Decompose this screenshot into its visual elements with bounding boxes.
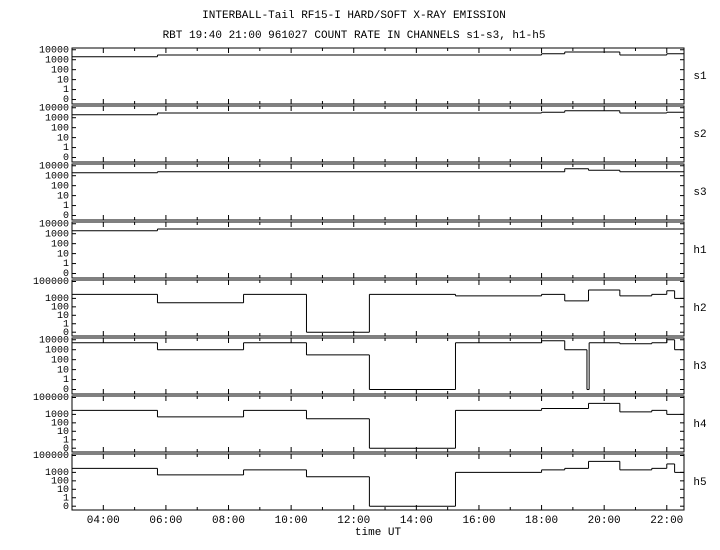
y-tick-label: 10000 xyxy=(39,335,69,346)
y-tick-label: 1 xyxy=(63,201,69,212)
y-tick-label: 0 xyxy=(63,444,69,455)
channel-label: h1 xyxy=(693,245,707,257)
y-tick-label: 100000 xyxy=(33,277,69,288)
panel-frame xyxy=(71,221,685,279)
x-tick-label: 20:00 xyxy=(588,515,621,527)
y-tick-label: 10000 xyxy=(39,219,69,230)
y-tick-label: 1000 xyxy=(45,468,69,479)
y-tick-label: 0 xyxy=(63,269,69,280)
y-tick-label: 0 xyxy=(63,328,69,339)
y-tick-label: 10 xyxy=(57,365,69,376)
y-tick-label: 100 xyxy=(51,123,69,134)
y-tick-label: 1 xyxy=(63,143,69,154)
panel-frame xyxy=(71,47,685,105)
x-tick-label: 12:00 xyxy=(337,515,370,527)
y-tick-label: 1000 xyxy=(45,294,69,305)
y-tick-label: 100 xyxy=(51,476,69,487)
y-tick-label: 100 xyxy=(51,65,69,76)
x-tick-label: 10:00 xyxy=(275,515,308,527)
y-tick-label: 10 xyxy=(57,427,69,438)
y-tick-label: 1000 xyxy=(45,229,69,240)
y-tick-label: 1000 xyxy=(45,345,69,356)
y-tick-label: 1 xyxy=(63,85,69,96)
panel-frame xyxy=(71,453,685,511)
y-tick-label: 1 xyxy=(63,319,69,330)
channel-label: h3 xyxy=(693,361,706,373)
x-tick-label: 16:00 xyxy=(462,515,495,527)
panel-frame xyxy=(71,395,685,453)
y-tick-label: 10000 xyxy=(39,161,69,172)
panel-frame xyxy=(71,163,685,221)
channel-label: s1 xyxy=(693,71,707,83)
x-tick-label: 06:00 xyxy=(149,515,182,527)
panel-frame xyxy=(71,337,685,395)
y-tick-label: 1000 xyxy=(45,55,69,66)
y-tick-label: 10 xyxy=(57,485,69,496)
y-tick-label: 100000 xyxy=(33,451,69,462)
chart-title: INTERBALL-Tail RF15-I HARD/SOFT X-RAY EM… xyxy=(202,10,506,22)
y-tick-label: 0 xyxy=(63,95,69,106)
y-tick-label: 100 xyxy=(51,355,69,366)
y-tick-label: 100 xyxy=(51,181,69,192)
y-tick-label: 1 xyxy=(63,493,69,504)
y-tick-label: 10 xyxy=(57,249,69,260)
x-tick-label: 14:00 xyxy=(400,515,433,527)
y-tick-label: 100 xyxy=(51,239,69,250)
y-tick-label: 1 xyxy=(63,435,69,446)
y-tick-label: 1000 xyxy=(45,171,69,182)
y-tick-label: 10 xyxy=(57,191,69,202)
panel-frame xyxy=(71,279,685,337)
y-tick-label: 100 xyxy=(51,302,69,313)
panel-frame xyxy=(71,105,685,163)
y-tick-label: 0 xyxy=(63,211,69,222)
channel-label: s2 xyxy=(693,129,706,141)
y-tick-label: 10 xyxy=(57,311,69,322)
y-tick-label: 10 xyxy=(57,133,69,144)
chart-subtitle: RBT 19:40 21:00 961027 COUNT RATE IN CHA… xyxy=(163,30,546,42)
x-tick-label: 22:00 xyxy=(650,515,683,527)
y-tick-label: 10000 xyxy=(39,103,69,114)
y-tick-label: 10000 xyxy=(39,45,69,56)
channel-label: h4 xyxy=(693,419,707,431)
y-tick-label: 1 xyxy=(63,259,69,270)
y-tick-label: 0 xyxy=(63,153,69,164)
y-tick-label: 100000 xyxy=(33,393,69,404)
x-tick-label: 08:00 xyxy=(212,515,245,527)
y-tick-label: 0 xyxy=(63,502,69,513)
y-tick-label: 100 xyxy=(51,418,69,429)
x-axis-label: time UT xyxy=(355,527,402,539)
y-tick-label: 0 xyxy=(63,385,69,396)
x-tick-label: 18:00 xyxy=(525,515,558,527)
x-tick-label: 04:00 xyxy=(87,515,120,527)
channel-label: s3 xyxy=(693,187,706,199)
channel-label: h5 xyxy=(693,477,706,489)
channel-label: h2 xyxy=(693,303,706,315)
y-tick-label: 1 xyxy=(63,375,69,386)
y-tick-label: 1000 xyxy=(45,113,69,124)
y-tick-label: 10 xyxy=(57,75,69,86)
y-tick-label: 1000 xyxy=(45,410,69,421)
